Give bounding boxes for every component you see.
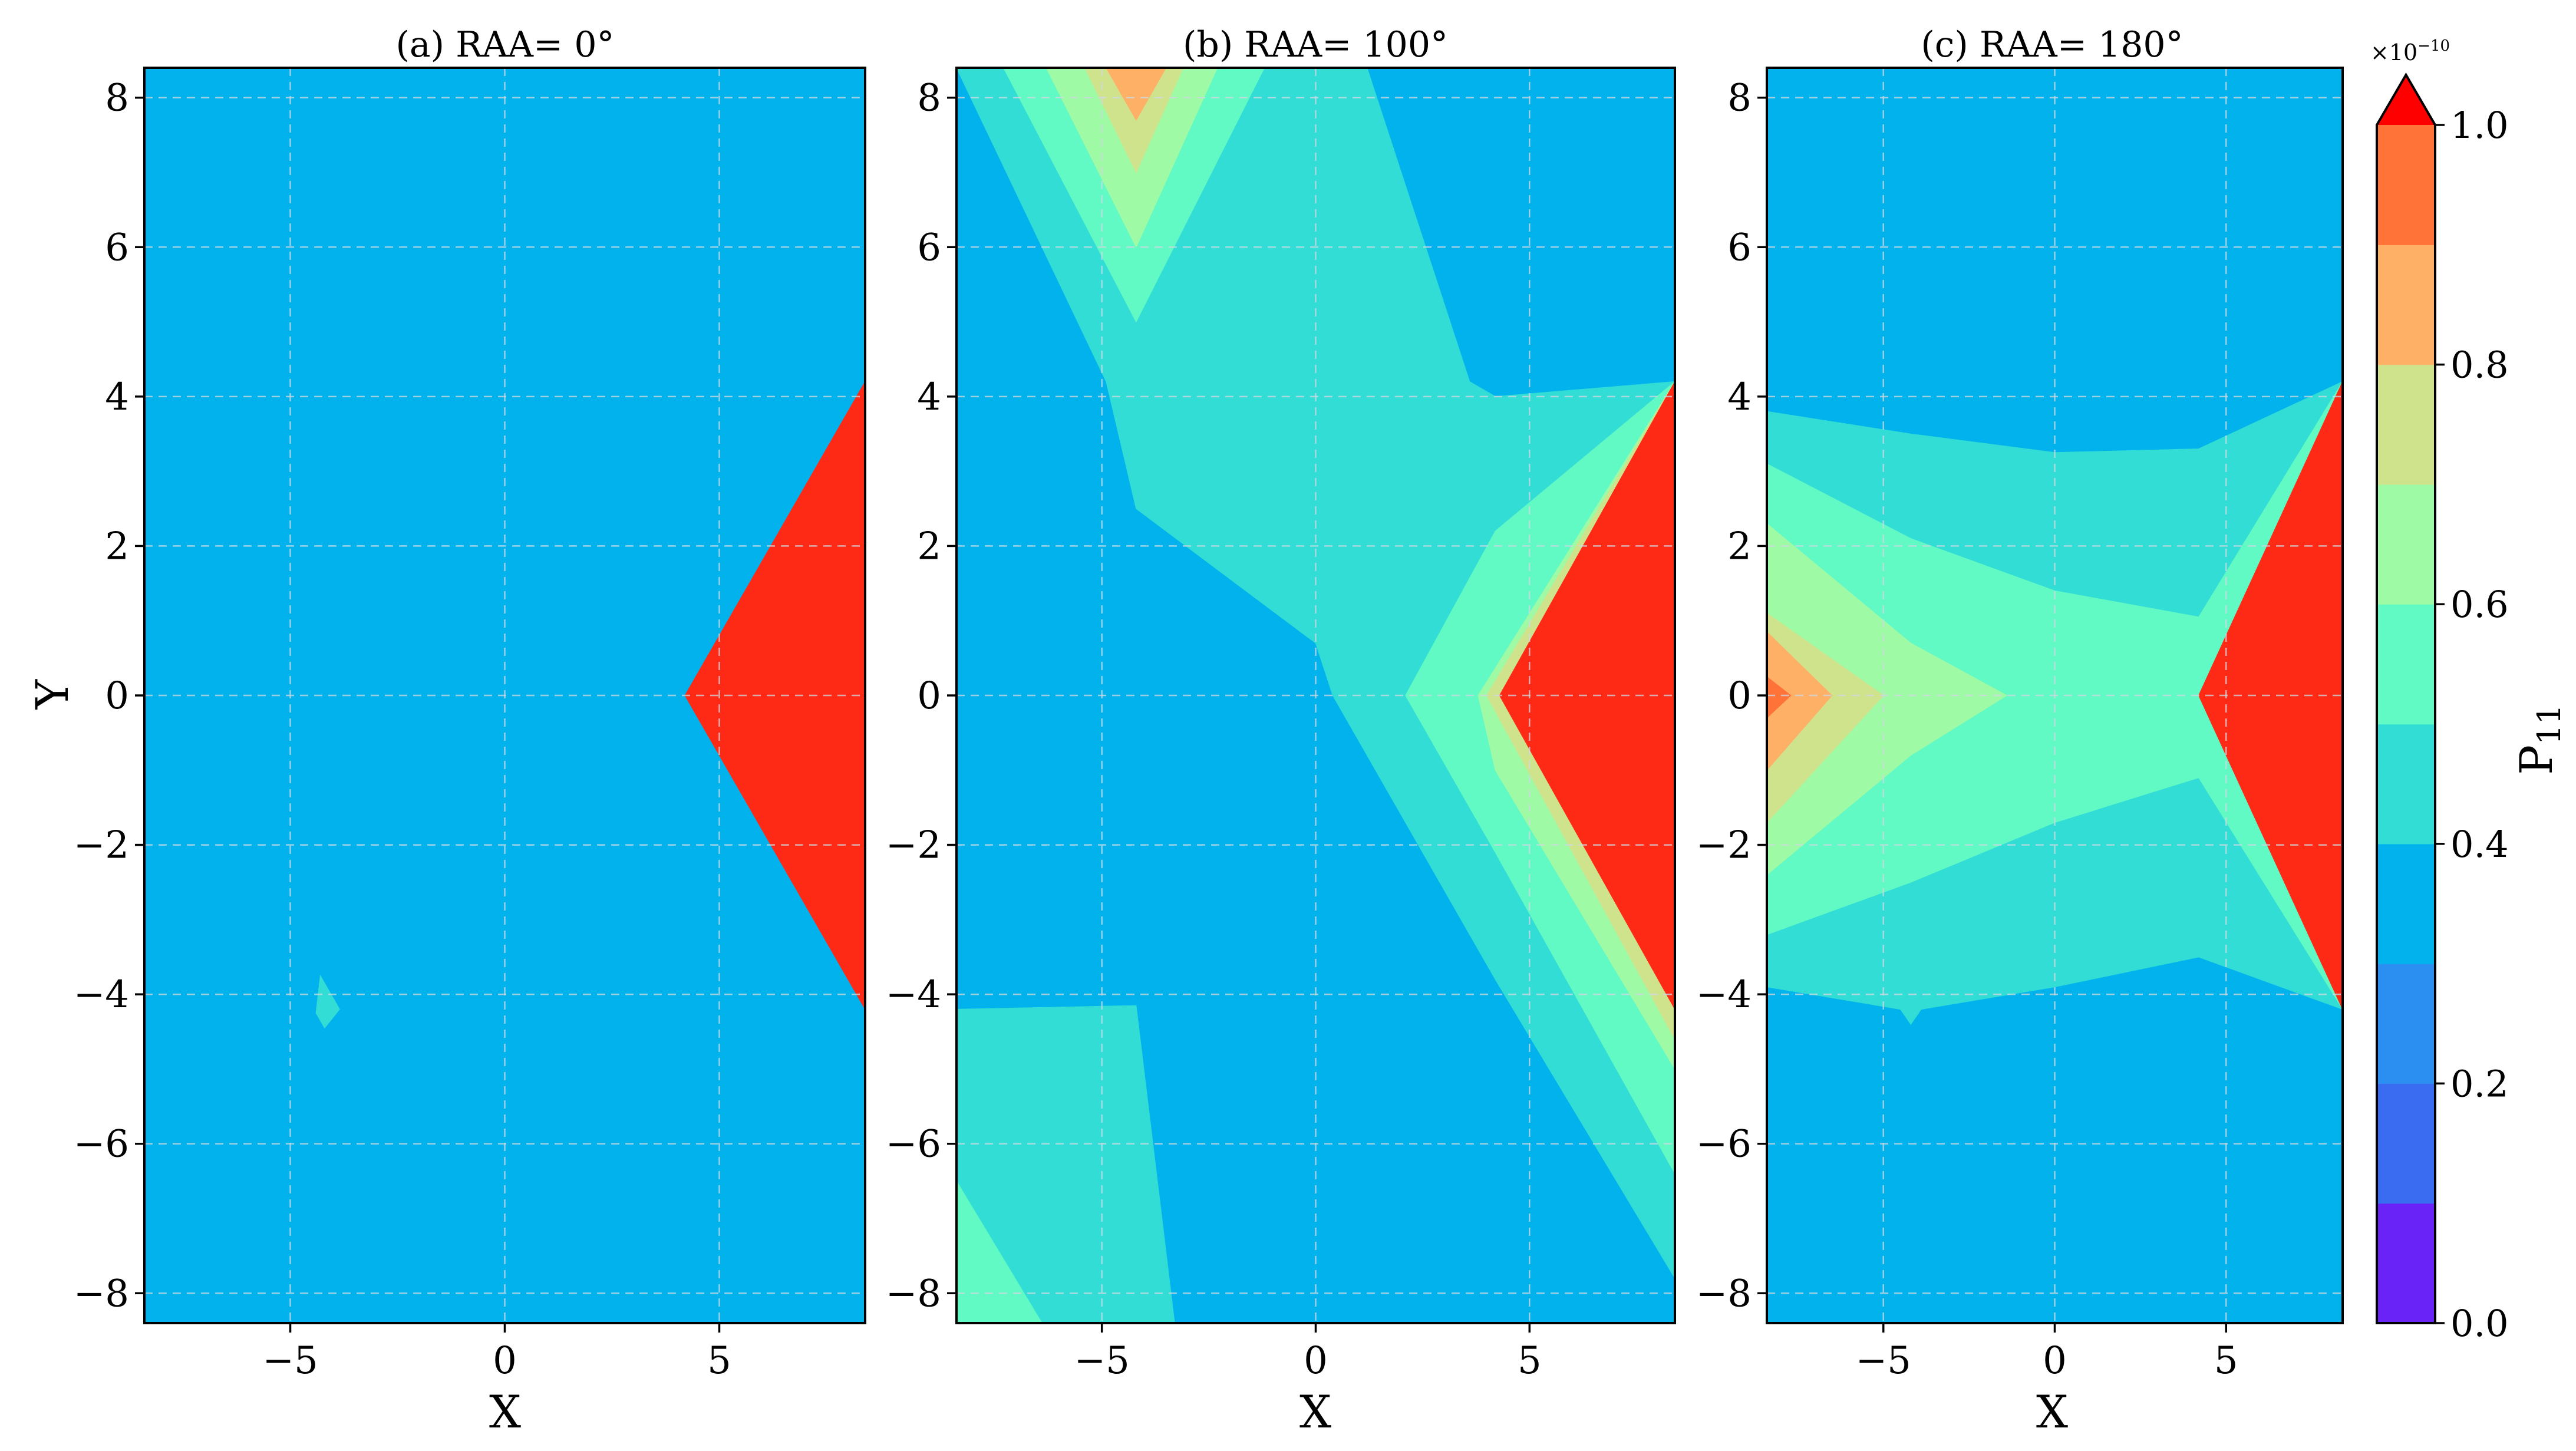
y-tick-label: −2 (886, 824, 941, 868)
colorbar-segment (2377, 364, 2435, 485)
contour-region (956, 1180, 1043, 1323)
y-tick-label: 4 (105, 375, 129, 419)
colorbar-segment (2377, 964, 2435, 1084)
panel-b-fill (956, 68, 1675, 1323)
panel-c-plot: −5 0 5 −8 −6 −4 −2 0 2 4 6 8 (1696, 67, 2344, 1383)
colorbar-multiplier-exponent: −10 (2417, 37, 2450, 55)
y-tick-label: 2 (105, 525, 129, 568)
colorbar-segment (2377, 1083, 2435, 1204)
x-tick-label: −5 (1074, 1339, 1130, 1383)
y-tick-label: 4 (1727, 375, 1752, 419)
y-tick-label: 0 (1727, 674, 1752, 718)
y-tick-label: −8 (886, 1272, 941, 1315)
colorbar-tick-label: 0.2 (2450, 1062, 2509, 1105)
contour-region (315, 974, 340, 1029)
y-tick-label: 6 (917, 226, 941, 269)
panel-a: (a) RAA= 0° −5 0 5 −8 −6 −4 −2 0 2 4 6 8 X Y (26, 24, 866, 1438)
colorbar-multiplier-base: ×10 (2370, 39, 2417, 65)
y-tick-label: −6 (886, 1123, 941, 1166)
x-tick-label: 5 (1518, 1339, 1542, 1383)
colorbar-tick-label: 0.4 (2450, 823, 2509, 866)
colorbar-label-main: P (2510, 745, 2562, 775)
x-tick-label: 0 (2043, 1339, 2067, 1383)
contour-region (1106, 68, 1167, 121)
panel-a-plot: −5 0 5 −8 −6 −4 −2 0 2 4 6 8 (74, 67, 866, 1383)
colorbar-tick-label: 1.0 (2450, 104, 2509, 147)
colorbar-multiplier: ×10−10 (2370, 37, 2450, 65)
colorbar-segment (2377, 1203, 2435, 1324)
x-tick-label: 0 (493, 1339, 517, 1383)
contour-region (1767, 523, 2008, 876)
colorbar-segment (2377, 245, 2435, 365)
panel-b-title: (b) RAA= 100° (1183, 24, 1448, 65)
colorbar-outline (2376, 72, 2436, 1324)
panel-b: (b) RAA= 100° −5 0 5 −8 −6 −4 −2 0 2 4 6 8 X (886, 24, 1676, 1438)
y-tick-label: 2 (917, 525, 941, 568)
y-tick-label: 4 (917, 375, 941, 419)
y-tick-label: 0 (917, 674, 941, 718)
contour-region (684, 381, 865, 1010)
panel-b-xlabel: X (1299, 1386, 1331, 1438)
panel-c-fill (1767, 68, 2343, 1323)
colorbar-segment (2377, 604, 2435, 725)
contour-region (1084, 68, 1184, 173)
panel-b-plot: −5 0 5 −8 −6 −4 −2 0 2 4 6 8 (886, 67, 1676, 1383)
colorbar-segment (2377, 484, 2435, 605)
colorbar-segment (2377, 125, 2435, 245)
x-tick-label: 5 (2214, 1339, 2238, 1383)
y-tick-label: −6 (74, 1123, 129, 1166)
panel-a-ylabel: Y (26, 679, 78, 710)
y-tick-label: −2 (74, 824, 129, 868)
y-tick-label: 2 (1727, 525, 1752, 568)
x-tick-label: −5 (1856, 1339, 1911, 1383)
contour-region (956, 1005, 1175, 1323)
contour-region (956, 68, 1675, 1279)
contour-region (1767, 631, 1833, 771)
panel-a-title: (a) RAA= 0° (395, 24, 614, 65)
colorbar-label: P11 (2510, 704, 2568, 775)
y-tick-label: 6 (105, 226, 129, 269)
y-tick-label: −4 (886, 973, 941, 1017)
colorbar-segment (2377, 843, 2435, 964)
colorbar-segment (2377, 724, 2435, 845)
colorbar-body: 0.0 0.2 0.4 0.6 0.8 1.0 (2376, 72, 2509, 1345)
colorbar-label-subscript: 11 (2531, 704, 2568, 745)
panel-c: (c) RAA= 180° −5 0 5 −8 −6 −4 −2 0 2 4 6 8 X (1696, 24, 2344, 1438)
y-tick-label: −8 (74, 1272, 129, 1315)
colorbar: 0.0 0.2 0.4 0.6 0.8 1.0 ×10−10 P11 (2370, 37, 2568, 1345)
y-tick-label: 8 (1727, 77, 1752, 120)
x-tick-label: 0 (1304, 1339, 1328, 1383)
y-tick-label: 6 (1727, 226, 1752, 269)
y-tick-label: −4 (1696, 973, 1752, 1017)
x-tick-label: 5 (707, 1339, 731, 1383)
contour-region (1499, 381, 1675, 1010)
contour-region (2198, 381, 2343, 1010)
y-tick-label: 8 (105, 77, 129, 120)
y-tick-label: 0 (105, 674, 129, 718)
y-tick-label: −8 (1696, 1272, 1752, 1315)
colorbar-tick-label: 0.0 (2450, 1302, 2509, 1345)
y-tick-label: 8 (917, 77, 941, 120)
y-tick-label: −6 (1696, 1123, 1752, 1166)
colorbar-tick-label: 0.8 (2450, 344, 2509, 387)
contour-region (1767, 676, 1792, 718)
y-tick-label: −2 (1696, 824, 1752, 868)
panel-a-xlabel: X (489, 1386, 521, 1438)
colorbar-extend-arrow (2377, 75, 2435, 125)
panel-c-xlabel: X (2036, 1386, 2068, 1438)
colorbar-tick-label: 0.6 (2450, 583, 2509, 626)
y-tick-label: −4 (74, 973, 129, 1017)
panel-c-title: (c) RAA= 180° (1921, 24, 2183, 65)
panel-a-fill (144, 68, 865, 1323)
x-tick-label: −5 (262, 1339, 318, 1383)
